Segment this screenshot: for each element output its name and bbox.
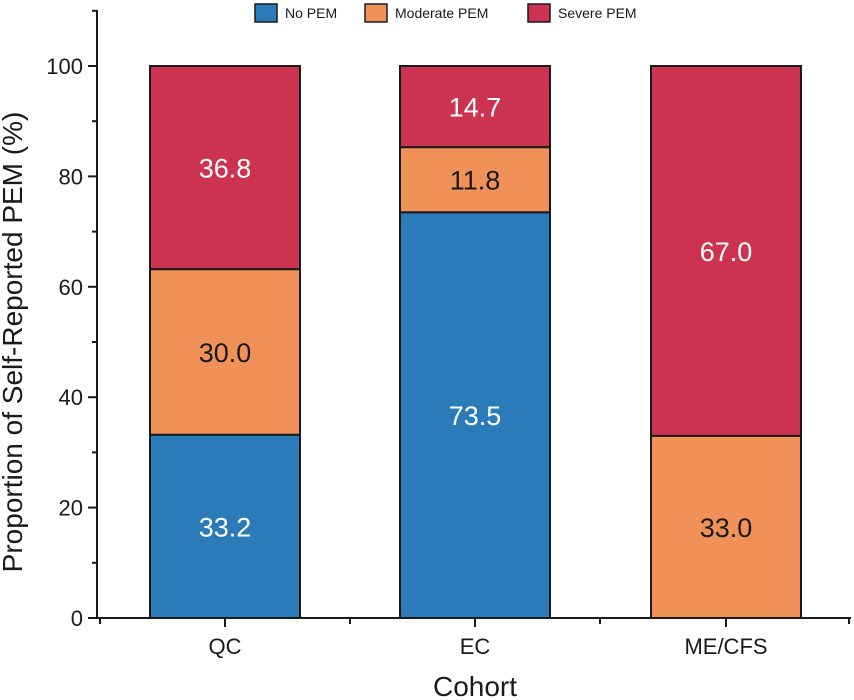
y-tick-label: 60 [59, 275, 83, 300]
y-tick-label: 80 [59, 164, 83, 189]
legend-swatch [527, 3, 551, 23]
y-tick-label: 100 [46, 54, 83, 79]
x-tick-label: ME/CFS [684, 634, 767, 659]
bar-qc-severe-pem [149, 65, 301, 271]
x-tick-label: QC [209, 634, 242, 659]
bars [149, 65, 802, 619]
axes: 0 20 40 60 80 100 QC EC ME/CFS [46, 9, 851, 659]
data-label: 36.8 [199, 154, 252, 184]
y-tick-label: 40 [59, 385, 83, 410]
legend-label: Moderate PEM [395, 5, 488, 21]
data-labels: 33.2 30.0 36.8 73.5 11.8 14.7 33.0 67.0 [199, 93, 753, 543]
legend: No PEM Moderate PEM Severe PEM [254, 3, 637, 23]
legend-swatch [364, 3, 388, 23]
data-label: 30.0 [199, 338, 252, 368]
y-tick-label: 0 [71, 606, 83, 631]
legend-swatch [254, 3, 278, 23]
y-axis-title: Proportion of Self-Reported PEM (%) [0, 112, 28, 573]
legend-label: Severe PEM [558, 5, 637, 21]
legend-label: No PEM [285, 5, 337, 21]
data-label: 14.7 [449, 93, 502, 123]
data-label: 11.8 [450, 166, 501, 196]
x-tick-label: EC [460, 634, 491, 659]
bar-ec-severe-pem [399, 65, 551, 149]
data-label: 33.0 [700, 513, 753, 543]
data-label: 67.0 [700, 237, 753, 267]
bar-ec-moderate-pem [399, 146, 551, 214]
x-axis-title: Cohort [433, 671, 517, 700]
data-label: 33.2 [199, 512, 252, 542]
bar-ec-no-pem [399, 211, 551, 619]
data-label: 73.5 [449, 401, 502, 431]
bar-me-cfs-severe-pem [650, 65, 802, 437]
bar-qc-no-pem [149, 433, 301, 619]
y-tick-label: 20 [59, 496, 83, 521]
bar-qc-moderate-pem [149, 268, 301, 436]
